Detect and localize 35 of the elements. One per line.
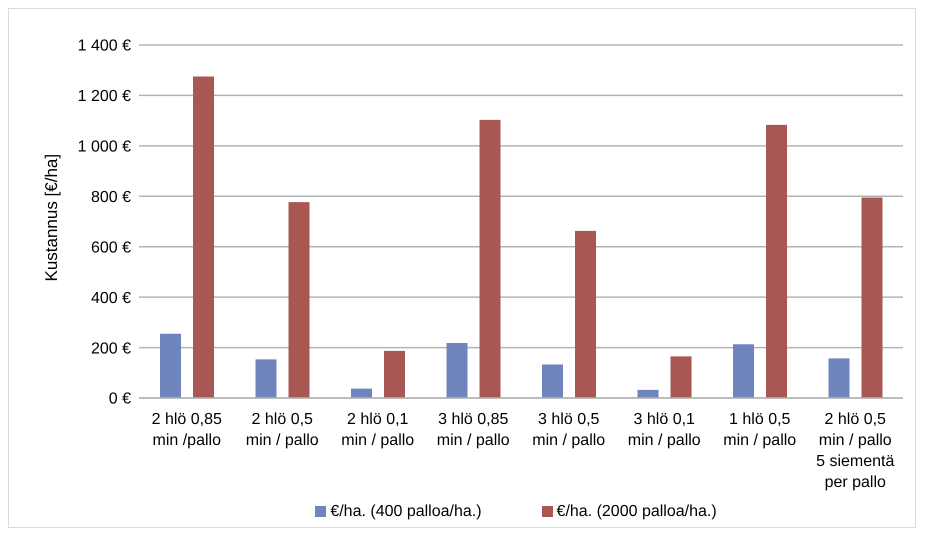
bar — [256, 359, 277, 398]
y-tick-label: 1 400 € — [78, 38, 132, 55]
bar — [193, 76, 214, 398]
x-tick-label: 3 hlö 0,85 min / pallo — [436, 411, 510, 449]
y-tick-label: 400 € — [90, 290, 132, 307]
bar — [638, 390, 659, 398]
bar — [480, 120, 501, 398]
bar — [384, 350, 406, 398]
y-axis-title: Kustannus [€/ha] — [42, 154, 62, 282]
y-tick-label: 800 € — [90, 188, 132, 206]
y-tick-label: 600 € — [90, 239, 132, 256]
x-tick-label: 2 hlö 0,85 min /pallo — [152, 411, 222, 449]
bar — [575, 230, 596, 398]
y-tick-label: 1 200 € — [78, 88, 132, 106]
x-tick-label: 3 hlö 0,5 min / pallo — [532, 411, 606, 449]
bar — [733, 344, 754, 398]
legend-label: €/ha. (2000 palloa/ha.) — [556, 503, 717, 520]
bar — [766, 124, 788, 398]
bar — [670, 356, 692, 398]
y-tick-label: 200 € — [90, 340, 132, 358]
y-tick-label: 0 € — [108, 390, 132, 408]
x-tick-label: 2 hlö 0,5 min / pallo 5 siementä per pallo — [816, 411, 894, 491]
bar — [828, 358, 850, 398]
bar — [351, 388, 372, 398]
bar — [288, 202, 310, 398]
bar — [862, 198, 883, 398]
x-tick-label: 1 hlö 0,5 min / pallo — [723, 411, 796, 449]
bar — [446, 343, 468, 398]
x-tick-label: 3 hlö 0,1 min / pallo — [628, 411, 701, 449]
x-tick-label: 2 hlö 0,1 min / pallo — [341, 411, 414, 449]
bar — [160, 334, 182, 398]
x-tick-label: 2 hlö 0,5 min / pallo — [246, 411, 319, 449]
legend-label: €/ha. (400 palloa/ha.) — [330, 503, 482, 520]
y-tick-label: 1 000 € — [78, 138, 132, 156]
bar — [542, 364, 564, 398]
